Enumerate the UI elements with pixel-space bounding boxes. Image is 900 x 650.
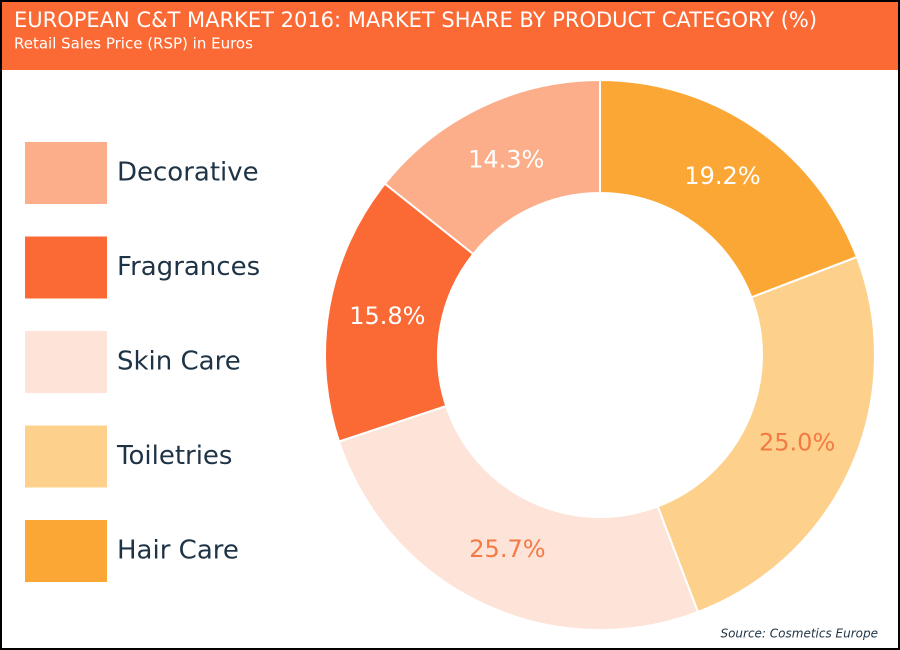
header-band [2, 2, 898, 70]
legend-swatch [25, 425, 107, 488]
slice-label: 25.7% [469, 535, 545, 563]
slice-label: 15.8% [349, 302, 425, 330]
legend-swatch [25, 331, 107, 393]
legend-swatch [25, 236, 107, 299]
chart-subtitle: Retail Sales Price (RSP) in Euros [14, 35, 253, 53]
legend-label: Toiletries [116, 441, 232, 471]
legend-swatch [25, 520, 107, 582]
legend-label: Hair Care [117, 536, 239, 566]
source: Source: Cosmetics Europe [720, 627, 878, 641]
legend-swatch [25, 142, 107, 204]
slice-label: 25.0% [759, 428, 835, 456]
legend-label: Skin Care [117, 347, 241, 377]
chart-title: EUROPEAN C&T MARKET 2016: MARKET SHARE B… [14, 8, 817, 32]
slice-label: 14.3% [468, 145, 544, 173]
donut-slice [599, 78, 859, 299]
donut-slice [656, 255, 876, 614]
slice-label: 19.2% [684, 162, 760, 190]
donut-slice [337, 404, 700, 631]
legend-label: Fragrances [117, 252, 260, 282]
legend-label: Decorative [117, 158, 259, 188]
